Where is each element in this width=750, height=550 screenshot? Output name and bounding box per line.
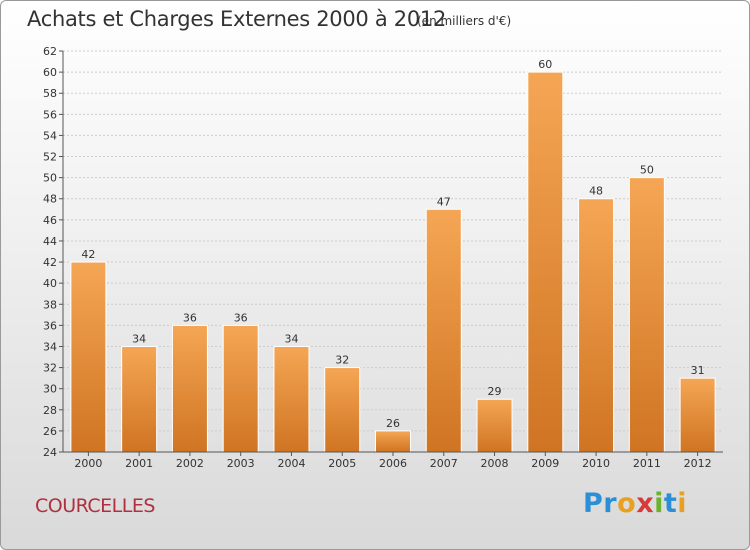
- y-tick-label: 40: [43, 277, 57, 290]
- data-label: 50: [640, 164, 654, 177]
- data-label: 26: [386, 417, 400, 430]
- y-tick-label: 28: [43, 404, 57, 417]
- y-tick-label: 56: [43, 108, 57, 121]
- x-tick-label: 2011: [633, 457, 661, 470]
- logo-letter: i: [677, 488, 688, 519]
- x-tick-label: 2003: [227, 457, 255, 470]
- bar-2008: [476, 398, 513, 453]
- bar-2006: [375, 430, 411, 453]
- x-tick-label: 2004: [277, 457, 305, 470]
- data-label: 34: [132, 332, 146, 345]
- y-tick-label: 46: [43, 214, 57, 227]
- y-tick-label: 24: [43, 446, 57, 459]
- y-tick-label: 26: [43, 425, 57, 438]
- location-label: COURCELLES: [35, 495, 155, 517]
- bar-2002: [171, 324, 208, 453]
- y-tick-label: 50: [43, 172, 57, 185]
- x-tick-label: 2006: [379, 457, 407, 470]
- bar-2005: [324, 367, 361, 453]
- logo-letter: P: [583, 488, 604, 519]
- bar-2012: [679, 377, 716, 453]
- y-tick-label: 34: [43, 340, 57, 353]
- x-tick-label: 2005: [328, 457, 356, 470]
- x-tick-label: 2000: [74, 457, 102, 470]
- bar-2000: [70, 261, 107, 453]
- bar-2003: [222, 324, 259, 453]
- y-tick-label: 58: [43, 87, 57, 100]
- data-label: 32: [335, 354, 349, 367]
- bar-2007: [425, 208, 462, 453]
- data-label: 29: [488, 385, 502, 398]
- data-label: 36: [234, 311, 248, 324]
- y-tick-label: 42: [43, 256, 57, 269]
- proxiti-logo[interactable]: Proxiti: [583, 488, 687, 519]
- x-tick-label: 2007: [430, 457, 458, 470]
- y-tick-label: 44: [43, 235, 57, 248]
- y-tick-label: 52: [43, 151, 57, 164]
- y-tick-label: 48: [43, 193, 57, 206]
- bar-2004: [273, 345, 310, 453]
- y-tick-label: 36: [43, 319, 57, 332]
- logo-letter: i: [654, 488, 664, 519]
- data-label: 48: [589, 185, 603, 198]
- x-tick-label: 2010: [582, 457, 610, 470]
- logo-letter: o: [617, 488, 637, 519]
- y-tick-label: 30: [43, 383, 57, 396]
- y-tick-label: 60: [43, 66, 57, 79]
- chart-title: Achats et Charges Externes 2000 à 2012: [27, 7, 447, 31]
- bar-2001: [121, 345, 158, 453]
- x-tick-label: 2012: [684, 457, 712, 470]
- bar-2010: [578, 198, 615, 453]
- y-tick-label: 54: [43, 129, 57, 142]
- data-label: 42: [81, 248, 95, 261]
- logo-letter: t: [663, 488, 678, 519]
- data-label: 34: [284, 332, 298, 345]
- x-tick-label: 2009: [531, 457, 559, 470]
- bar-2009: [527, 71, 564, 453]
- x-tick-label: 2002: [176, 457, 204, 470]
- x-tick-label: 2001: [125, 457, 153, 470]
- x-tick-label: 2008: [481, 457, 509, 470]
- y-tick-label: 32: [43, 362, 57, 375]
- bar-2011: [628, 177, 665, 453]
- y-tick-label: 38: [43, 298, 57, 311]
- data-label: 47: [437, 195, 451, 208]
- y-tick-label: 62: [43, 45, 57, 58]
- data-label: 31: [691, 364, 705, 377]
- logo-letter: x: [636, 488, 655, 519]
- logo-letter: r: [603, 488, 618, 519]
- chart-subtitle: (en milliers d'€): [417, 14, 512, 28]
- data-label: 60: [538, 58, 552, 71]
- data-label: 36: [183, 311, 197, 324]
